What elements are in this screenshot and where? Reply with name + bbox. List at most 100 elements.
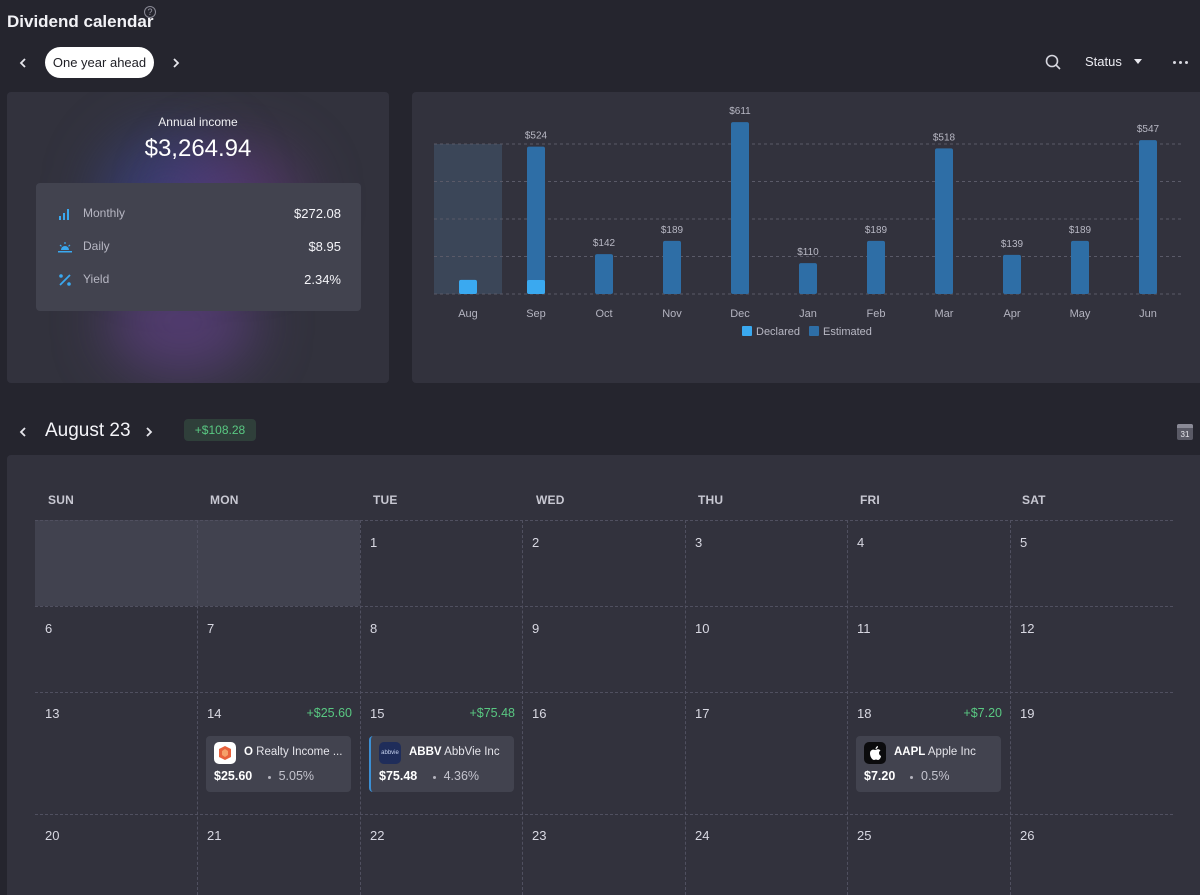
month-title: August 23 (45, 420, 131, 441)
dividend-bar-chart: Aug $524 Sep $142 Oct $189 Nov $611 Dec $110 Jan $1… (434, 106, 1182, 338)
dividend-name: AAPL Apple Inc (894, 746, 976, 758)
bar-estimated (1003, 254, 1021, 294)
day-number[interactable]: 7 (207, 621, 215, 636)
bar-data-label: $139 (1001, 239, 1024, 250)
day-number[interactable]: 15 (370, 706, 385, 721)
day-number[interactable]: 4 (857, 535, 865, 550)
dividend-card-aapl[interactable]: AAPL Apple Inc $7.20 0.5% (856, 736, 1001, 792)
stat-daily: Daily $8.95 (36, 237, 361, 257)
dividend-card-abbv[interactable]: abbvie ABBV AbbVie Inc $75.48 4.36% (369, 736, 514, 792)
day-number[interactable]: 12 (1020, 621, 1035, 636)
day-number[interactable]: 11 (857, 621, 871, 636)
x-tick-label: Dec (730, 308, 750, 320)
more-options-icon[interactable] (1173, 61, 1191, 67)
grid-line (360, 520, 361, 895)
page-title: Dividend calendar (7, 12, 154, 31)
bar-data-label: $142 (593, 238, 616, 249)
dividend-yield: 5.05% (278, 769, 315, 783)
weekday-header: FRI (860, 493, 880, 507)
dividend-card-o[interactable]: O Realty Income ... $25.60 5.05% (206, 736, 351, 792)
prev-period-button[interactable] (14, 54, 32, 72)
weekday-header: SUN (48, 493, 74, 507)
bar-data-label: $110 (797, 247, 819, 258)
day-number[interactable]: 20 (45, 828, 60, 843)
next-month-button[interactable] (140, 423, 158, 441)
day-number[interactable]: 23 (532, 828, 547, 843)
dividend-amount: $7.20 (864, 769, 896, 783)
grid-line (1010, 520, 1011, 895)
bar-estimated (799, 263, 817, 294)
income-stats: Monthly $272.08 Daily $8.95 Yield 2.34% (36, 183, 361, 311)
day-number[interactable]: 26 (1020, 828, 1035, 843)
chevron-right-icon (146, 427, 153, 437)
annual-income-card: Annual income $3,264.94 Monthly $272.08 … (7, 92, 389, 383)
x-tick-label: Jan (799, 308, 817, 320)
status-dropdown[interactable]: Status (1085, 54, 1142, 69)
day-total: +$25.60 (306, 706, 352, 720)
grid-line (35, 692, 1173, 693)
highlight-column (434, 144, 502, 294)
day-number[interactable]: 17 (695, 706, 710, 721)
day-number[interactable]: 25 (857, 828, 872, 843)
day-number[interactable]: 5 (1020, 535, 1028, 550)
stat-monthly: Monthly $272.08 (36, 204, 361, 224)
bar-estimated (527, 146, 545, 294)
annual-income-value: $3,264.94 (144, 135, 252, 162)
day-number[interactable]: 1 (370, 535, 378, 550)
prev-month-button[interactable] (14, 423, 32, 441)
day-number[interactable]: 16 (532, 706, 547, 721)
bar-declared (527, 280, 545, 294)
stat-value: 2.34% (304, 272, 341, 287)
bar-data-label: $611 (729, 106, 751, 117)
chevron-right-icon (173, 58, 180, 68)
stat-value: $272.08 (294, 206, 341, 221)
day-number[interactable]: 14 (207, 706, 222, 721)
month-total-badge: +$108.28 (184, 419, 256, 441)
day-number[interactable]: 9 (532, 621, 540, 636)
bar-signal-icon (59, 209, 69, 220)
day-number[interactable]: 19 (1020, 706, 1035, 721)
day-number[interactable]: 6 (45, 621, 53, 636)
bar-data-label: $547 (1137, 124, 1160, 135)
grid-line (197, 520, 198, 895)
stat-label: Daily (83, 239, 110, 253)
weekday-header: THU (698, 493, 724, 507)
legend-label-estimated: Estimated (823, 326, 872, 338)
day-number[interactable]: 3 (695, 535, 703, 550)
day-number[interactable]: 2 (532, 535, 540, 550)
bar-estimated (595, 254, 613, 294)
o-logo-icon (214, 742, 236, 764)
chevron-left-icon (19, 427, 26, 437)
day-number[interactable]: 21 (207, 828, 222, 843)
stat-value: $8.95 (308, 239, 341, 254)
weekday-header: TUE (373, 493, 398, 507)
day-number[interactable]: 13 (45, 706, 60, 721)
day-number[interactable]: 24 (695, 828, 710, 843)
bar-data-label: $189 (865, 225, 888, 236)
bar-declared (459, 279, 477, 294)
day-number[interactable]: 18 (857, 706, 872, 721)
period-selector[interactable]: One year ahead (45, 47, 154, 78)
annual-income-label: Annual income (158, 115, 238, 129)
day-total: +$75.48 (469, 706, 515, 720)
grid-line (847, 520, 848, 895)
help-icon[interactable]: ? (144, 6, 156, 18)
day-number[interactable]: 8 (370, 621, 378, 636)
grid-line (35, 814, 1173, 815)
calendar-icon[interactable]: 31 (1177, 424, 1193, 440)
x-tick-label: Oct (595, 308, 612, 320)
day-number[interactable]: 22 (370, 828, 385, 843)
x-tick-label: Jun (1139, 308, 1157, 320)
x-tick-label: Aug (458, 308, 478, 320)
separator-dot (910, 776, 913, 779)
sunrise-icon (58, 242, 72, 253)
stat-label: Yield (83, 272, 110, 286)
x-tick-label: Sep (526, 308, 546, 320)
next-period-button[interactable] (167, 54, 185, 72)
dividend-name: O Realty Income ... (244, 746, 343, 758)
separator-dot (267, 776, 271, 779)
bar-estimated (1071, 240, 1089, 294)
day-number[interactable]: 10 (695, 621, 710, 636)
bar-estimated (663, 240, 681, 294)
search-icon[interactable] (1044, 53, 1062, 71)
